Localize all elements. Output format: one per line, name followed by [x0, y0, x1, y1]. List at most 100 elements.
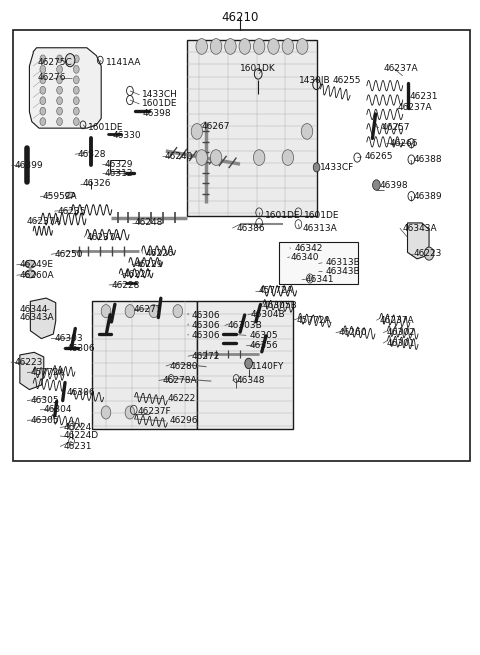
Circle shape	[313, 163, 320, 172]
Text: 46305: 46305	[250, 331, 278, 340]
Polygon shape	[29, 48, 101, 128]
Text: 1141AA: 1141AA	[106, 58, 142, 67]
Text: 46303B: 46303B	[228, 321, 263, 330]
Text: 45772A: 45772A	[258, 286, 293, 295]
Text: 1140FY: 1140FY	[251, 362, 284, 371]
Polygon shape	[30, 298, 56, 339]
Circle shape	[57, 97, 62, 105]
Text: 46210: 46210	[221, 10, 259, 24]
Circle shape	[73, 66, 79, 73]
Circle shape	[149, 305, 158, 318]
Text: 46228: 46228	[112, 280, 140, 290]
Text: 46342: 46342	[294, 244, 323, 253]
Text: 1601DE: 1601DE	[304, 210, 340, 219]
Text: 46388: 46388	[413, 155, 442, 164]
Bar	[187, 40, 317, 216]
Circle shape	[225, 39, 236, 54]
Circle shape	[191, 124, 203, 140]
Text: 46255: 46255	[332, 76, 361, 85]
Circle shape	[57, 86, 62, 94]
Circle shape	[73, 118, 79, 126]
Text: 46306: 46306	[191, 321, 220, 330]
Text: 46267: 46267	[202, 122, 230, 131]
Text: 46398: 46398	[380, 181, 408, 189]
Circle shape	[40, 76, 46, 84]
Text: 46248: 46248	[135, 218, 163, 227]
Text: 46312: 46312	[105, 169, 133, 178]
Text: 46302: 46302	[386, 328, 415, 337]
Text: 46231: 46231	[410, 92, 438, 101]
Circle shape	[73, 97, 79, 105]
Circle shape	[239, 39, 251, 54]
Text: 45772A: 45772A	[297, 316, 331, 325]
Text: 46306: 46306	[67, 344, 96, 353]
Text: 46237F: 46237F	[137, 407, 171, 416]
Text: 46386: 46386	[236, 223, 265, 233]
Text: 46389: 46389	[413, 192, 442, 200]
Circle shape	[210, 150, 222, 166]
Circle shape	[372, 179, 380, 190]
Text: 46304: 46304	[44, 405, 72, 415]
Text: 46344: 46344	[20, 305, 48, 314]
Text: 1433CH: 1433CH	[143, 90, 178, 100]
Text: 46313A: 46313A	[302, 223, 337, 233]
Text: 46237A: 46237A	[380, 316, 414, 325]
Circle shape	[196, 150, 207, 166]
Circle shape	[125, 406, 135, 419]
Circle shape	[57, 55, 62, 63]
Bar	[12, 30, 470, 462]
Circle shape	[301, 124, 313, 140]
Text: 46223: 46223	[14, 358, 42, 367]
Text: 46326: 46326	[83, 179, 111, 188]
Circle shape	[253, 150, 265, 166]
Text: 46329: 46329	[105, 160, 133, 169]
Text: 46343B: 46343B	[325, 267, 360, 276]
Text: 46343A: 46343A	[20, 313, 54, 322]
Circle shape	[57, 76, 62, 84]
Text: 1601DE: 1601DE	[88, 123, 124, 132]
Text: 46222: 46222	[168, 394, 196, 403]
Circle shape	[101, 406, 111, 419]
Circle shape	[73, 86, 79, 94]
Text: 46305: 46305	[31, 396, 60, 405]
Text: 46305B: 46305B	[263, 301, 297, 310]
Text: 46260A: 46260A	[20, 271, 54, 280]
Circle shape	[101, 305, 111, 318]
Text: 46275C: 46275C	[38, 58, 73, 67]
Circle shape	[57, 107, 62, 115]
Circle shape	[282, 39, 294, 54]
Ellipse shape	[286, 245, 294, 251]
Text: 46229: 46229	[135, 260, 163, 269]
Polygon shape	[408, 223, 429, 259]
Text: 46266: 46266	[389, 139, 418, 147]
Circle shape	[40, 97, 46, 105]
Text: 46348: 46348	[236, 376, 264, 385]
Bar	[279, 242, 358, 284]
Ellipse shape	[25, 260, 36, 268]
Circle shape	[57, 118, 62, 126]
Text: 45952A: 45952A	[43, 193, 77, 201]
Text: 46223: 46223	[413, 249, 442, 258]
Text: 46356: 46356	[250, 341, 278, 350]
Text: 46341: 46341	[305, 275, 334, 284]
Polygon shape	[20, 352, 44, 390]
Text: 46296: 46296	[169, 417, 198, 426]
Text: 46272: 46272	[191, 352, 219, 361]
Text: 46276: 46276	[38, 73, 67, 83]
Ellipse shape	[286, 254, 294, 260]
Text: 46304B: 46304B	[251, 310, 286, 319]
Text: 46330: 46330	[112, 132, 141, 140]
Text: 46231: 46231	[64, 442, 92, 451]
Text: 46399: 46399	[14, 161, 43, 170]
Text: 46237A: 46237A	[398, 103, 432, 113]
Text: 46303: 46303	[54, 334, 83, 343]
Text: 1601DK: 1601DK	[240, 64, 276, 73]
Text: 46227: 46227	[124, 270, 152, 279]
Text: 46278A: 46278A	[162, 376, 197, 385]
Ellipse shape	[25, 270, 36, 278]
Text: 46250: 46250	[54, 250, 83, 259]
Text: 46343A: 46343A	[403, 223, 437, 233]
Ellipse shape	[65, 192, 75, 197]
Text: 46224: 46224	[64, 423, 92, 432]
Text: 46224D: 46224D	[64, 432, 99, 441]
